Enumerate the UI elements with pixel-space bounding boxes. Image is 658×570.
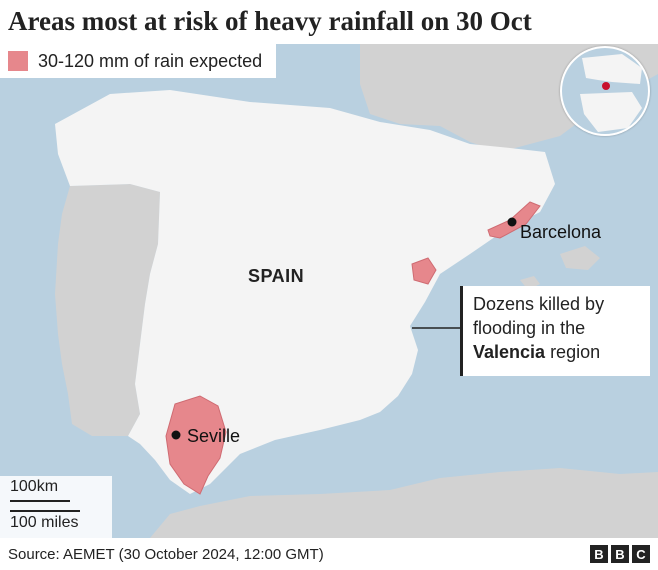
- city-dot-seville: [171, 430, 181, 440]
- scale-bar-miles: [10, 510, 80, 512]
- bbc-logo: B B C: [590, 545, 650, 563]
- footer: Source: AEMET (30 October 2024, 12:00 GM…: [0, 538, 658, 570]
- bbc-logo-letter: C: [632, 545, 650, 563]
- map-svg: [55, 44, 658, 538]
- legend-label: 30-120 mm of rain expected: [38, 50, 263, 71]
- city-label-barcelona: Barcelona: [520, 222, 602, 242]
- scale-label-miles: 100 miles: [10, 514, 79, 531]
- country-label-spain: SPAIN: [248, 266, 305, 286]
- risk-area-seville: [165, 395, 227, 495]
- city-dot-barcelona: [507, 217, 517, 227]
- map-area: 30-120 mm of rain expected SPAIN Barcelo…: [0, 44, 658, 538]
- map-title: Areas most at risk of heavy rainfall on …: [8, 6, 532, 36]
- bbc-logo-letter: B: [590, 545, 608, 563]
- locator-globe: [560, 46, 650, 136]
- callout-line-3: Valencia region: [473, 340, 640, 364]
- callout-line-1: Dozens killed by: [473, 294, 605, 314]
- bbc-logo-letter: B: [611, 545, 629, 563]
- balearic-islands: [520, 246, 600, 290]
- spain-landmass: [55, 90, 555, 494]
- callout-suffix: region: [545, 342, 601, 362]
- locator-africa: [580, 92, 642, 132]
- portugal-landmass: [55, 184, 160, 436]
- scale-label-km: 100km: [10, 478, 59, 495]
- scale-bar-km: [10, 500, 70, 502]
- legend-swatch: [8, 51, 28, 71]
- legend: 30-120 mm of rain expected: [0, 44, 277, 78]
- locator-svg: [580, 54, 642, 132]
- risk-area-valencia: [411, 257, 437, 285]
- africa-landmass: [150, 468, 658, 538]
- locator-spain-marker: [602, 82, 610, 90]
- callout-line-2: flooding in the: [473, 318, 586, 338]
- scale-bar-panel: 100km 100 miles: [0, 476, 112, 538]
- locator-europe: [582, 54, 642, 84]
- callout-highlight: Valencia: [473, 342, 546, 362]
- source-text: Source: AEMET (30 October 2024, 12:00 GM…: [8, 545, 324, 563]
- city-label-seville: Seville: [187, 426, 241, 446]
- callout-box: Dozens killed by flooding in the Valenci…: [460, 286, 650, 376]
